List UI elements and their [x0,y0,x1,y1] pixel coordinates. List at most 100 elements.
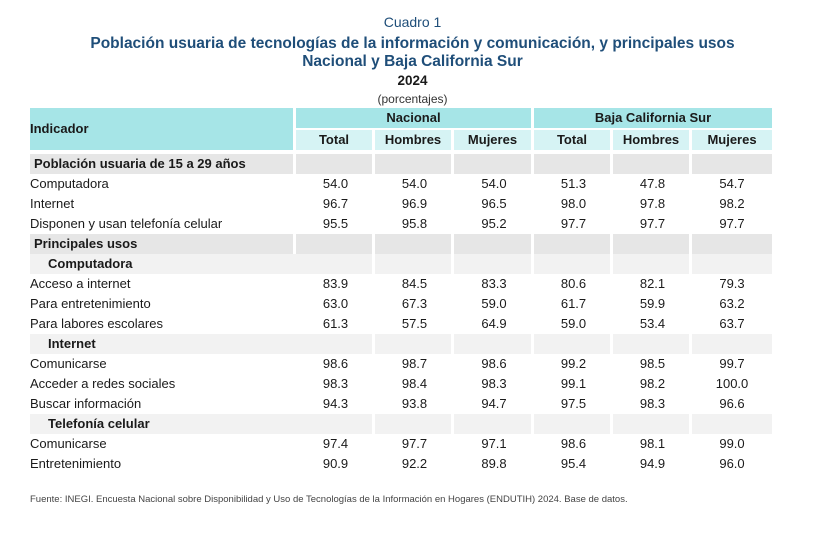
table-units: (porcentajes) [377,92,448,106]
col-header-hombres: Hombres [375,130,454,150]
cell-value: 97.7 [719,216,745,231]
cell-value: 89.8 [481,456,507,471]
table-row: Comunicarse 97.4 97.7 97.1 98.6 98.1 99.… [30,434,772,454]
cell-value: 95.5 [322,216,349,231]
row-label: Comunicarse [30,436,107,451]
subsection-label: Computadora [30,254,296,274]
row-label: Acceder a redes sociales [30,376,176,391]
cell-value: 98.3 [322,376,349,391]
cell-value: 83.3 [481,276,507,291]
cell-value: 61.3 [322,316,349,331]
cell-value: 98.6 [481,356,507,371]
cell-value: 94.7 [481,396,507,411]
cell-value: 59.9 [639,296,666,311]
cell-value: 97.5 [560,396,587,411]
cell-value: 47.8 [639,176,666,191]
table-row: Internet 96.7 96.9 96.5 98.0 97.8 98.2 [30,194,772,214]
cell-value: 96.7 [322,196,349,211]
group-header-bcs: Baja California Sur [534,108,773,130]
row-label: Internet [30,196,75,211]
cell-value: 92.2 [401,456,428,471]
table-row: Entretenimiento 90.9 92.2 89.8 95.4 94.9… [30,454,772,474]
source-note: Fuente: INEGI. Encuesta Nacional sobre D… [30,494,628,505]
cell-value: 97.7 [401,436,428,451]
section-label: Principales usos [30,234,296,254]
cell-value: 98.6 [560,436,587,451]
table-row: Computadora 54.0 54.0 54.0 51.3 47.8 54.… [30,174,772,194]
row-label: Para entretenimiento [30,296,151,311]
cell-value: 59.0 [560,316,587,331]
col-header-mujeres: Mujeres [454,130,534,150]
section-label: Población usuaria de 15 a 29 años [30,154,296,174]
row-label: Comunicarse [30,356,107,371]
row-label: Para labores escolares [30,316,163,331]
table-row: Acceso a internet 83.9 84.5 83.3 80.6 82… [30,274,772,294]
col-header-hombres: Hombres [613,130,692,150]
cell-value: 95.2 [481,216,507,231]
cell-value: 57.5 [401,316,428,331]
table-row: Para entretenimiento 63.0 67.3 59.0 61.7… [30,294,772,314]
cell-value: 83.9 [322,276,349,291]
cell-value: 97.4 [322,436,349,451]
row-label: Entretenimiento [30,456,122,471]
cell-value: 64.9 [481,316,507,331]
cell-value: 80.6 [560,276,587,291]
cell-value: 98.6 [322,356,349,371]
cell-value: 96.5 [481,196,507,211]
cell-value: 98.2 [639,376,666,391]
subsection-label: Internet [30,334,296,354]
cell-value: 51.3 [560,176,587,191]
cell-value: 98.4 [401,376,428,391]
cell-value: 99.0 [719,436,745,451]
table-row: Disponen y usan telefonía celular 95.5 9… [30,214,772,234]
cell-value: 79.3 [719,276,745,291]
cell-value: 98.3 [639,396,666,411]
cell-value: 61.7 [560,296,587,311]
cell-value: 63.0 [322,296,349,311]
table-row: Acceder a redes sociales 98.3 98.4 98.3 … [30,374,772,394]
row-label: Acceso a internet [30,276,131,291]
row-label: Buscar información [30,396,142,411]
cell-value: 95.4 [560,456,587,471]
cell-value: 97.8 [639,196,666,211]
cell-value: 96.0 [719,456,745,471]
table-row: Comunicarse 98.6 98.7 98.6 99.2 98.5 99.… [30,354,772,374]
cell-value: 99.2 [560,356,587,371]
cell-value: 98.3 [481,376,507,391]
group-header-nacional: Nacional [296,108,534,130]
col-header-mujeres: Mujeres [692,130,773,150]
cell-value: 95.8 [401,216,428,231]
row-label: Disponen y usan telefonía celular [30,216,223,231]
cell-value: 54.0 [481,176,507,191]
cell-value: 98.5 [639,356,666,371]
table-number: Cuadro 1 [383,14,442,30]
cell-value: 84.5 [401,276,428,291]
cell-value: 53.4 [639,316,666,331]
table-title-line2: Nacional y Baja California Sur [302,53,523,70]
cell-value: 63.2 [719,296,745,311]
cell-value: 97.7 [639,216,666,231]
cell-value: 63.7 [719,316,745,331]
cell-value: 54.7 [719,176,745,191]
cell-value: 96.9 [401,196,428,211]
subsection-row: Telefonía celular [30,414,773,434]
cell-value: 82.1 [639,276,666,291]
cell-value: 98.1 [639,436,666,451]
cell-value: 90.9 [322,456,349,471]
table-title-line1: Población usuaria de tecnologías de la i… [90,35,735,52]
cell-value: 54.0 [322,176,349,191]
cell-value: 98.0 [560,196,587,211]
cell-value: 94.3 [322,396,349,411]
cell-value: 98.7 [401,356,428,371]
subsection-row: Computadora [30,254,773,274]
table-row: Para labores escolares 61.3 57.5 64.9 59… [30,314,772,334]
cell-value: 97.1 [481,436,507,451]
cell-value: 98.2 [719,196,745,211]
cell-value: 93.8 [401,396,428,411]
col-header-total: Total [296,130,375,150]
cell-value: 99.1 [560,376,587,391]
table-year: 2024 [397,73,428,88]
section-row: Población usuaria de 15 a 29 años [30,154,773,174]
col-header-total: Total [534,130,613,150]
section-row: Principales usos [30,234,773,254]
